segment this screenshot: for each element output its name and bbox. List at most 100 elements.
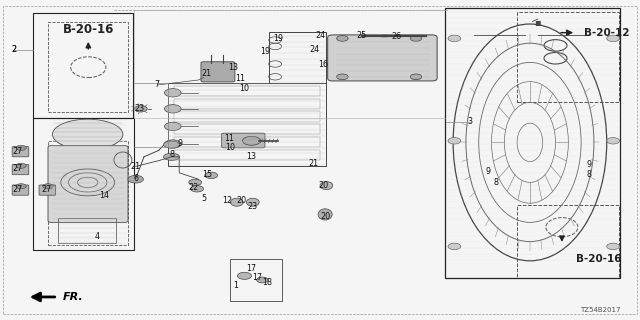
Bar	[230, 259, 282, 301]
Text: 8: 8	[586, 170, 591, 179]
Circle shape	[448, 243, 461, 250]
Circle shape	[607, 35, 620, 42]
Circle shape	[43, 184, 53, 189]
FancyBboxPatch shape	[221, 133, 265, 148]
Bar	[445, 8, 620, 278]
Text: 27: 27	[41, 185, 51, 194]
Bar	[174, 99, 320, 109]
Text: 10: 10	[225, 143, 236, 152]
Bar	[174, 124, 320, 134]
Text: 20: 20	[237, 196, 247, 204]
Ellipse shape	[257, 277, 268, 283]
Circle shape	[16, 163, 26, 168]
Circle shape	[189, 179, 202, 186]
Text: FR.: FR.	[63, 292, 83, 302]
Ellipse shape	[164, 153, 179, 160]
Circle shape	[337, 36, 348, 41]
FancyBboxPatch shape	[12, 185, 29, 195]
Text: 21: 21	[202, 69, 212, 78]
Text: 21: 21	[131, 162, 141, 171]
Text: 27: 27	[13, 147, 23, 156]
Text: 5: 5	[201, 194, 206, 203]
Text: 13: 13	[228, 63, 239, 72]
FancyBboxPatch shape	[12, 164, 29, 175]
Ellipse shape	[237, 272, 252, 279]
Circle shape	[205, 172, 218, 179]
Text: 16: 16	[318, 60, 328, 68]
Text: 20: 20	[318, 181, 328, 190]
Text: 11: 11	[235, 74, 245, 83]
Text: 12: 12	[222, 196, 232, 204]
Text: 1: 1	[233, 281, 238, 290]
Bar	[58, 218, 116, 243]
Circle shape	[243, 136, 260, 145]
Text: B-20-16: B-20-16	[575, 253, 621, 264]
Text: 19: 19	[260, 47, 271, 56]
Text: 8: 8	[493, 178, 499, 187]
Text: 13: 13	[246, 152, 256, 161]
Circle shape	[16, 145, 26, 150]
Bar	[361, 35, 366, 37]
Ellipse shape	[246, 198, 259, 206]
Bar	[517, 12, 619, 102]
FancyBboxPatch shape	[48, 146, 128, 222]
FancyBboxPatch shape	[201, 62, 235, 82]
Text: B-20-16: B-20-16	[63, 23, 114, 36]
Text: 9: 9	[586, 160, 591, 169]
Bar	[33, 13, 133, 118]
Text: 22: 22	[188, 183, 198, 192]
Bar	[48, 141, 128, 245]
Text: ▪: ▪	[534, 17, 541, 27]
Text: 9: 9	[178, 139, 183, 148]
Circle shape	[448, 35, 461, 42]
FancyBboxPatch shape	[328, 35, 437, 81]
Circle shape	[607, 138, 620, 144]
Circle shape	[191, 186, 204, 192]
Circle shape	[410, 36, 422, 41]
Text: B-20-12: B-20-12	[584, 28, 630, 38]
Text: 23: 23	[134, 104, 145, 113]
Text: 8: 8	[169, 150, 174, 159]
Bar	[174, 111, 320, 122]
Bar	[381, 35, 387, 37]
Ellipse shape	[230, 198, 243, 206]
Bar	[48, 22, 128, 112]
Text: 24: 24	[315, 31, 325, 40]
Bar	[269, 32, 326, 83]
Text: 11: 11	[224, 134, 234, 143]
Text: 9: 9	[486, 167, 491, 176]
Text: TZ54B2017: TZ54B2017	[580, 307, 621, 313]
FancyBboxPatch shape	[12, 147, 29, 157]
Text: 3: 3	[468, 117, 473, 126]
Text: 27: 27	[13, 185, 23, 194]
Circle shape	[164, 122, 181, 131]
Ellipse shape	[320, 182, 333, 189]
Text: 10: 10	[239, 84, 250, 92]
FancyBboxPatch shape	[39, 185, 56, 195]
Bar	[33, 118, 134, 250]
Text: 14: 14	[99, 191, 109, 200]
Text: 27: 27	[13, 164, 23, 173]
Bar	[174, 137, 320, 147]
Circle shape	[134, 106, 147, 112]
Text: 25: 25	[356, 31, 367, 40]
Text: 6: 6	[133, 174, 138, 183]
Bar	[174, 150, 320, 160]
Text: 2: 2	[12, 45, 17, 54]
Circle shape	[164, 105, 181, 113]
Bar	[174, 86, 320, 96]
Circle shape	[607, 243, 620, 250]
Circle shape	[128, 175, 143, 183]
Text: 17: 17	[246, 264, 256, 273]
Circle shape	[164, 140, 181, 148]
Text: 18: 18	[262, 278, 273, 287]
Text: 2: 2	[12, 45, 17, 54]
Text: 17: 17	[252, 273, 262, 282]
Text: 15: 15	[202, 170, 212, 179]
Circle shape	[164, 89, 181, 97]
Text: 4: 4	[95, 232, 100, 241]
Bar	[517, 205, 619, 278]
Ellipse shape	[52, 119, 123, 150]
Ellipse shape	[164, 141, 179, 148]
Circle shape	[410, 74, 422, 80]
